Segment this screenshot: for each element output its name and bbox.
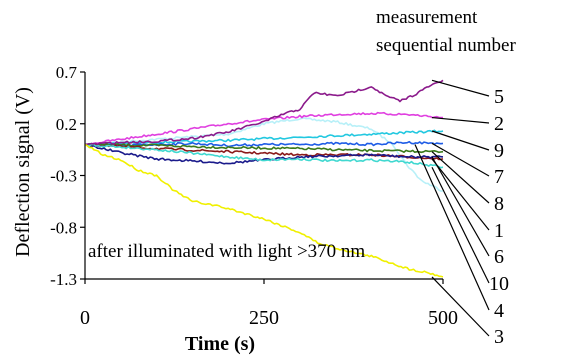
series-line-6 [84, 143, 444, 165]
leader-line-5 [431, 79, 490, 97]
leader-lines [414, 79, 490, 337]
y-tick-labels: 0.7 0.2 -0.3 -0.8 -1.3 [50, 63, 77, 289]
x-tick-label: 250 [249, 307, 279, 329]
leader-line-7 [431, 142, 490, 177]
plot-area [84, 79, 444, 278]
legend-title-line-1: measurement [376, 7, 478, 28]
y-tick-label: -0.8 [50, 218, 77, 237]
y-tick-label: 0.2 [56, 115, 77, 134]
series-line-2 [84, 111, 443, 146]
series-label-4: 4 [494, 300, 504, 322]
series-label-7: 7 [494, 166, 504, 188]
series-label-3: 3 [494, 326, 504, 348]
leader-line-1 [431, 158, 490, 231]
y-tick-label: -1.3 [50, 270, 77, 289]
series-label-9: 9 [494, 140, 504, 162]
series-line-4 [84, 117, 444, 192]
leader-line-2 [431, 116, 490, 124]
leader-line-10 [431, 166, 490, 284]
series-label-6: 6 [494, 246, 504, 268]
series-label-2: 2 [494, 113, 504, 135]
x-tick-label: 500 [428, 307, 458, 329]
x-tick-label: 0 [80, 307, 90, 329]
series-line-5 [84, 79, 444, 146]
y-tick-label: -0.3 [50, 167, 77, 186]
series-line-1 [84, 143, 444, 161]
annotation-text: after illuminated with light >370 nm [88, 241, 365, 262]
series-label-5: 5 [494, 86, 504, 108]
series-line-8 [84, 142, 444, 154]
legend-title-line-2: sequential number [376, 35, 516, 56]
series-line-10 [84, 143, 444, 169]
series-label-10: 10 [489, 273, 509, 295]
y-tick-label: 0.7 [56, 63, 78, 82]
series-label-1: 1 [494, 220, 504, 242]
axes [80, 71, 444, 284]
x-axis-label: Time (s) [185, 333, 255, 355]
leader-line-9 [431, 130, 490, 151]
series-label-8: 8 [494, 193, 504, 215]
leader-line-8 [431, 151, 490, 204]
leader-line-3 [431, 276, 490, 337]
series-line-3 [84, 143, 444, 278]
leader-line-6 [431, 156, 490, 257]
y-axis-label: Deflection signal (V) [12, 87, 34, 257]
x-tick-labels: 0 250 500 [80, 307, 458, 329]
leader-line-4 [414, 144, 490, 311]
